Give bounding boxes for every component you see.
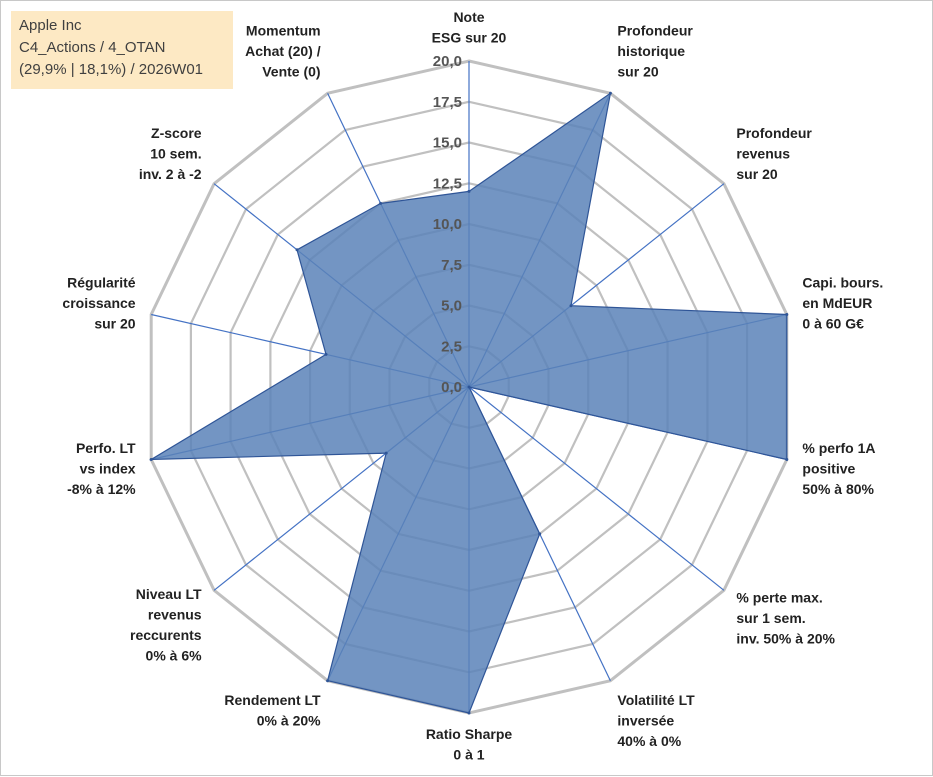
axis-label-0-line-1: ESG sur 20 [432, 30, 507, 46]
data-point-10 [149, 458, 153, 461]
axis-label-6-line-1: inversée [617, 713, 674, 729]
axis-label-5-line-1: sur 1 sem. [736, 610, 805, 626]
data-point-12 [295, 248, 299, 252]
data-point-1 [608, 91, 612, 95]
axis-label-2-line-0: Profondeur [736, 125, 812, 141]
axis-label-4-line-2: 50% à 80% [802, 481, 874, 497]
tick-label-1: 2,5 [441, 338, 462, 355]
axis-label-10-line-2: -8% à 12% [67, 481, 136, 497]
axis-label-11-line-1: croissance [62, 295, 135, 311]
axis-label-12: Z-score 10 sem. inv. 2 à -2 [139, 125, 202, 182]
data-point-4 [785, 458, 789, 461]
axis-label-9-line-1: revenus [148, 606, 202, 622]
axis-label-4-line-0: % perfo 1A [802, 440, 875, 456]
spoke-5 [468, 386, 725, 591]
axis-label-9-line-3: 0% à 6% [146, 647, 203, 663]
axis-label-7: Ratio Sharpe 0 à 1 [426, 726, 513, 763]
axis-label-13: Momentum Achat (20) / Vente (0) [245, 22, 321, 79]
axis-label-9-line-0: Niveau LT [136, 586, 202, 602]
tick-label-0: 0,0 [441, 379, 462, 396]
data-point-9 [384, 451, 388, 455]
axis-label-7-line-1: 0 à 1 [453, 747, 484, 763]
tick-label-8: 20,0 [433, 53, 462, 70]
tick-label-5: 12,5 [433, 175, 462, 192]
axis-label-0: Note ESG sur 20 [432, 9, 507, 46]
tick-label-7: 17,5 [433, 94, 462, 111]
axis-label-11-line-0: Régularité [67, 274, 136, 290]
axis-labels: Note ESG sur 20 Profondeur historique sur 20… [62, 9, 883, 763]
axis-label-0-line-0: Note [453, 9, 484, 25]
axis-label-5-line-2: inv. 50% à 20% [736, 631, 835, 647]
axis-label-1-line-0: Profondeur [617, 22, 693, 38]
axis-label-10-line-1: vs index [80, 461, 136, 477]
tick-labels: 0,0 2,5 5,0 7,5 10,0 12,5 15,0 17,5 20,0 [433, 53, 462, 396]
axis-label-13-line-0: Momentum [246, 22, 321, 38]
axis-label-12-line-2: inv. 2 à -2 [139, 166, 202, 182]
axis-label-11-line-2: sur 20 [94, 315, 135, 331]
axis-label-9-line-2: reccurents [130, 627, 202, 643]
data-point-8 [326, 679, 330, 683]
axis-label-10: Perfo. LT vs index -8% à 12% [67, 440, 136, 497]
data-point-7 [467, 711, 471, 715]
data-point-0 [467, 189, 471, 193]
data-point-2 [569, 304, 573, 308]
axis-label-4: % perfo 1A positive 50% à 80% [802, 440, 875, 497]
axis-label-9: Niveau LT revenus reccurents 0% à 6% [130, 586, 202, 664]
axis-label-5-line-0: % perte max. [736, 590, 822, 606]
axis-label-8-line-1: 0% à 20% [257, 713, 321, 729]
axis-label-8: Rendement LT 0% à 20% [224, 692, 321, 729]
axis-label-11: Régularité croissance sur 20 [62, 274, 135, 331]
axis-label-3-line-0: Capi. bours. [802, 274, 883, 290]
data-point-5 [467, 385, 471, 389]
axis-label-12-line-1: 10 sem. [150, 145, 201, 161]
axis-label-5: % perte max. sur 1 sem. inv. 50% à 20% [736, 590, 835, 647]
axis-label-2-line-1: revenus [736, 145, 790, 161]
axis-label-1-line-1: historique [617, 43, 685, 59]
axis-label-3: Capi. bours. en MdEUR 0 à 60 G€ [802, 274, 883, 331]
axis-label-13-line-2: Vente (0) [262, 63, 320, 79]
axis-label-13-line-1: Achat (20) / [245, 43, 321, 59]
axis-label-6-line-0: Volatilité LT [617, 692, 695, 708]
tick-label-6: 15,0 [433, 135, 462, 152]
axis-label-7-line-0: Ratio Sharpe [426, 726, 513, 742]
data-point-3 [785, 313, 789, 316]
axis-label-3-line-2: 0 à 60 G€ [802, 315, 864, 331]
data-point-13 [379, 201, 383, 205]
axis-label-6: Volatilité LT inversée 40% à 0% [617, 692, 695, 749]
portfolio-label: C4_Actions / 4_OTAN [19, 39, 166, 56]
data-point-6 [538, 532, 542, 536]
company-name: Apple Inc [19, 17, 82, 34]
info-box: Apple Inc C4_Actions / 4_OTAN (29,9% | 1… [11, 11, 233, 89]
tick-label-3: 7,5 [441, 257, 462, 274]
axis-label-3-line-1: en MdEUR [802, 295, 872, 311]
axis-label-12-line-0: Z-score [151, 125, 202, 141]
tick-label-4: 10,0 [433, 216, 462, 233]
axis-label-1: Profondeur historique sur 20 [617, 22, 693, 79]
axis-label-8-line-0: Rendement LT [224, 692, 321, 708]
period-label: (29,9% | 18,1%) / 2026W01 [19, 61, 203, 78]
tick-label-2: 5,0 [441, 298, 462, 315]
axis-label-10-line-0: Perfo. LT [76, 440, 136, 456]
axis-label-6-line-2: 40% à 0% [617, 733, 681, 749]
axis-label-2: Profondeur revenus sur 20 [736, 125, 812, 182]
axis-label-1-line-2: sur 20 [617, 63, 658, 79]
axis-label-2-line-2: sur 20 [736, 166, 777, 182]
data-point-11 [324, 352, 328, 356]
axis-label-4-line-1: positive [802, 461, 855, 477]
